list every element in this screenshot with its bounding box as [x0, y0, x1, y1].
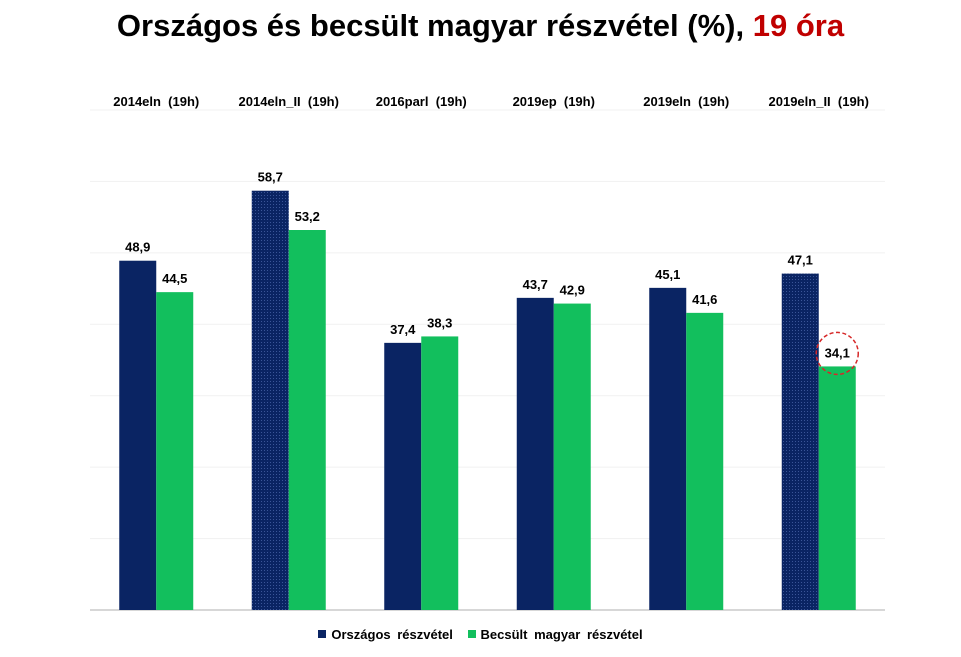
category-label: 2019eln (19h)	[643, 94, 729, 109]
data-label: 34,1	[825, 345, 850, 360]
bar-becsult	[421, 336, 459, 610]
bar-becsult	[818, 366, 856, 610]
bar-orszagos	[384, 342, 422, 610]
bar-orszagos	[516, 297, 554, 610]
bar-becsult	[156, 292, 194, 610]
chart-title-highlight: 19 óra	[752, 8, 845, 43]
category-label: 2014eln (19h)	[113, 94, 199, 109]
data-label: 37,4	[390, 322, 416, 337]
category-label: 2019eln_II (19h)	[769, 94, 869, 109]
category-label: 2014eln_II (19h)	[239, 94, 339, 109]
data-label: 53,2	[295, 209, 320, 224]
data-label: 58,7	[258, 170, 283, 185]
chart-title: Országos és becsült magyar részvétel (%)…	[0, 8, 961, 44]
legend-item-series1: Országos részvétel	[318, 627, 453, 642]
chart-legend: Országos részvétel Becsült magyar részvé…	[0, 626, 961, 642]
bar-orszagos	[649, 287, 687, 610]
legend-label-series1: Országos részvétel	[331, 626, 453, 642]
bar-orszagos	[119, 260, 157, 610]
bar-becsult	[553, 303, 591, 610]
data-label: 47,1	[788, 253, 813, 268]
data-label: 41,6	[692, 292, 717, 307]
category-label: 2016parl (19h)	[376, 94, 467, 109]
chart-title-main: Országos és becsült magyar részvétel (%)…	[116, 8, 745, 43]
data-label: 48,9	[125, 240, 150, 255]
data-label: 45,1	[655, 267, 680, 282]
bar-becsult	[686, 312, 724, 610]
data-label: 43,7	[523, 277, 548, 292]
category-label: 2019ep (19h)	[513, 94, 595, 109]
legend-swatch-series2	[467, 630, 476, 638]
bar-orszagos	[781, 273, 819, 610]
bar-orszagos	[251, 190, 289, 610]
legend-label-series2: Becsült magyar részvétel	[480, 626, 643, 642]
data-label: 44,5	[162, 271, 187, 286]
bar-becsult	[288, 230, 326, 610]
legend-swatch-series1	[318, 630, 327, 638]
data-label: 38,3	[427, 315, 452, 330]
data-label: 42,9	[560, 283, 585, 298]
highlight-circle	[815, 331, 859, 376]
legend-item-series2: Becsült magyar részvétel	[467, 626, 643, 642]
